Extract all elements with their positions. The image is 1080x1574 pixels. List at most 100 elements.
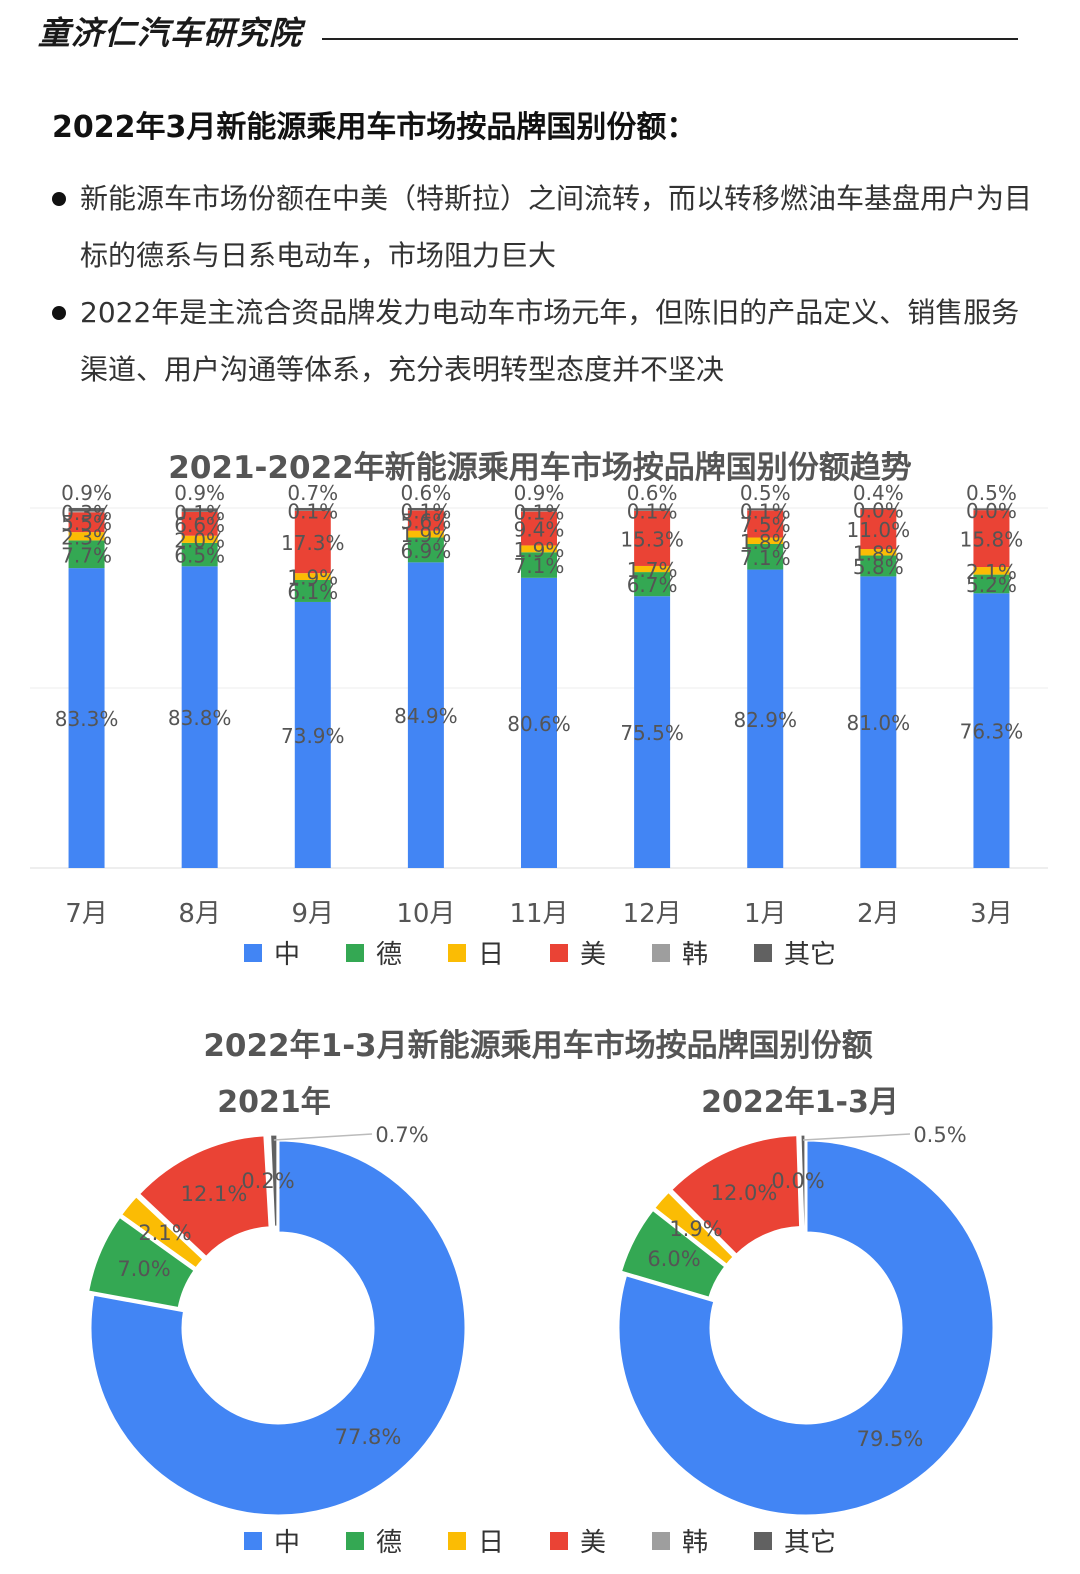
org-name: 童济仁汽车研究院 xyxy=(38,14,303,52)
legend-swatch xyxy=(652,943,671,962)
header-rule xyxy=(322,38,1018,40)
bar-segment xyxy=(973,593,1010,868)
bar-segment xyxy=(521,545,557,553)
x-tick-label: 7月 xyxy=(65,899,108,929)
bar-data-label: 5.5% xyxy=(61,511,112,535)
bar-chart-title: 2021-2022年新能源乘用车市场按品牌国别份额趋势 xyxy=(168,450,911,486)
donut-data-label: 2.1% xyxy=(138,1221,191,1245)
x-tick-label: 10月 xyxy=(396,899,455,929)
bar-segment xyxy=(860,509,897,550)
bar-segment xyxy=(68,508,105,512)
bullet-dot-icon xyxy=(52,306,66,320)
donut-charts: 2022年1-3月新能源乘用车市场按品牌国别份额 2021年 2022年1-3月… xyxy=(85,1028,996,1518)
legend-label: 中 xyxy=(273,940,300,970)
legend-swatch xyxy=(550,943,568,962)
bar-data-label: 1.8% xyxy=(853,541,904,565)
legend-item: 日 xyxy=(447,934,504,971)
bar-segment xyxy=(973,510,1010,568)
leader-line xyxy=(273,1133,373,1141)
bar-segment xyxy=(634,510,671,566)
legend-item: 韩 xyxy=(652,934,708,971)
donut-data-label: 79.5% xyxy=(857,1427,924,1451)
legend-label: 美 xyxy=(580,940,607,970)
bar-segment xyxy=(294,580,331,602)
org-header: 童济仁汽车研究院 xyxy=(38,8,1018,52)
bar-segment xyxy=(521,508,557,512)
bar-data-label: 82.9% xyxy=(733,708,797,732)
legend-swatch xyxy=(345,943,364,962)
donut-data-label: 6.0% xyxy=(647,1247,700,1271)
bar-segment xyxy=(294,573,331,580)
legend-label: 其它 xyxy=(784,1528,837,1558)
bar-segment xyxy=(860,508,897,510)
bullet-text: 新能源车市场份额在中美（特斯拉）之间流转，而以转移燃油车基盘用户为目标的德系与日… xyxy=(80,182,1033,272)
bar-data-label: 17.3% xyxy=(281,531,345,555)
bar-data-label: 80.6% xyxy=(507,712,571,736)
bar-data-label: 0.5% xyxy=(966,481,1017,505)
bar-data-label: 2.3% xyxy=(61,525,112,549)
bar-segment xyxy=(407,530,444,538)
bar-segment xyxy=(747,544,784,570)
donut-slice xyxy=(88,1138,468,1518)
legend-item: 德 xyxy=(345,1522,402,1559)
legend-swatch xyxy=(652,1531,671,1550)
x-tick-label: 2月 xyxy=(857,899,900,929)
donut-slice xyxy=(616,1138,996,1518)
legend-swatch xyxy=(754,1531,773,1550)
legend-label: 德 xyxy=(375,940,402,970)
bar-data-label: 0.1% xyxy=(514,500,565,524)
legend-swatch xyxy=(243,943,262,962)
bar-segment xyxy=(68,532,105,541)
legend-item: 韩 xyxy=(652,1522,708,1559)
bar-data-label: 7.7% xyxy=(61,543,112,567)
bar-data-label: 7.5% xyxy=(740,513,791,537)
bar-data-label: 75.5% xyxy=(620,721,684,745)
bar-segment xyxy=(181,535,218,543)
donut-data-label: 0.5% xyxy=(913,1123,966,1147)
legend-swatch xyxy=(345,1531,364,1550)
bar-data-label: 15.8% xyxy=(960,528,1024,552)
donut-data-label: 12.0% xyxy=(711,1181,778,1205)
donut-data-label: 0.0% xyxy=(771,1169,824,1193)
legend-label: 日 xyxy=(477,940,504,970)
legend-item: 其它 xyxy=(754,1522,836,1559)
bar-segment xyxy=(973,567,1010,575)
donut-left: 77.8% 7.0% 2.1% 12.1%0.2% 0.7% xyxy=(85,1123,468,1518)
bar-segment xyxy=(407,537,444,563)
bar-segment xyxy=(294,508,331,511)
bar-data-label: 1.9% xyxy=(514,538,565,562)
bar-data-label: 0.1% xyxy=(627,500,678,524)
donut-data-label: 0.2% xyxy=(241,1169,294,1193)
bar-data-label: 6.7% xyxy=(627,573,678,597)
donut-right-title: 2022年1-3月 xyxy=(701,1085,899,1120)
bar-data-label: 81.0% xyxy=(847,711,911,735)
legend-swatch xyxy=(243,1531,262,1550)
bar-data-label: 11.0% xyxy=(847,518,911,542)
bar-data-label: 84.9% xyxy=(394,704,458,728)
legend-swatch xyxy=(754,943,773,962)
bar-segment xyxy=(181,542,218,567)
pie-section-title: 2022年1-3月新能源乘用车市场按品牌国别份额 xyxy=(203,1028,872,1064)
bar-data-label: 15.3% xyxy=(620,527,684,551)
bar-segment xyxy=(521,552,557,578)
bar-segment xyxy=(747,508,784,511)
legend-swatch xyxy=(447,1531,466,1550)
legend-item: 美 xyxy=(550,1522,606,1559)
legend-item: 德 xyxy=(345,934,402,971)
legend-item: 日 xyxy=(447,1522,504,1559)
donut-slice xyxy=(798,1132,808,1229)
bar-data-label: 0.9% xyxy=(61,481,112,505)
donut-data-label: 12.1% xyxy=(181,1182,248,1206)
bar-segment xyxy=(634,508,671,511)
bar-data-label: 0.1% xyxy=(174,501,225,525)
bar-data-label: 73.9% xyxy=(281,724,345,748)
legend-label: 中 xyxy=(273,1528,300,1558)
bullet-list: 新能源车市场份额在中美（特斯拉）之间流转，而以转移燃油车基盘用户为目标的德系与日… xyxy=(52,170,1042,398)
legend-item: 美 xyxy=(550,934,606,971)
donut-slice xyxy=(668,1133,803,1258)
bar-data-label: 7.1% xyxy=(740,546,791,570)
bar-segment xyxy=(68,511,105,513)
donut-slice xyxy=(136,1133,272,1260)
x-tick-label: 11月 xyxy=(509,899,568,929)
bar-data-label: 5.8% xyxy=(853,555,904,579)
